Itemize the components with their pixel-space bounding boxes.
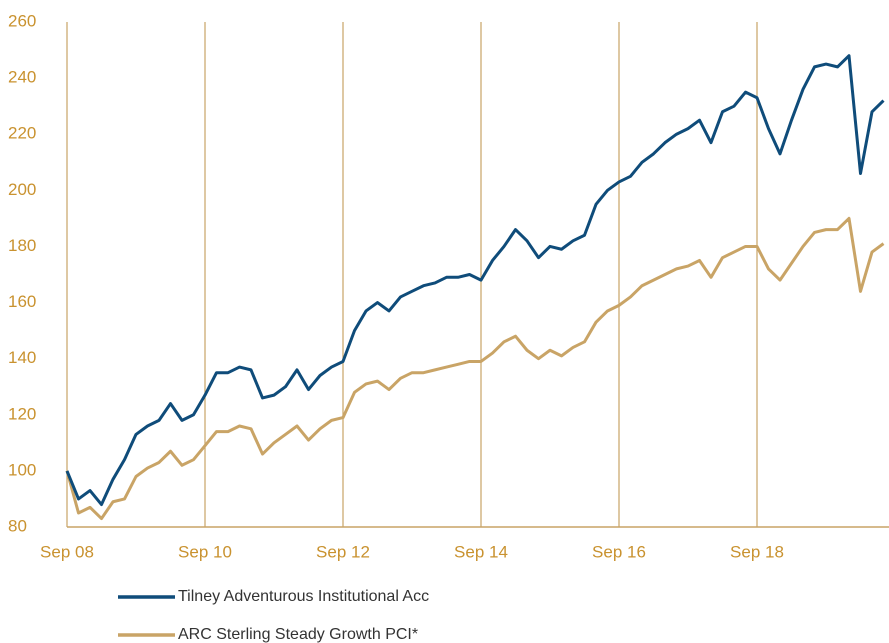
y-tick-label: 200 — [8, 180, 36, 199]
y-tick-label: 240 — [8, 68, 36, 87]
y-tick-label: 100 — [8, 460, 36, 479]
x-tick-label: Sep 18 — [730, 542, 784, 561]
x-tick-label: Sep 08 — [40, 542, 94, 561]
y-tick-label: 140 — [8, 348, 36, 367]
y-tick-label: 180 — [8, 236, 36, 255]
x-tick-label: Sep 12 — [316, 542, 370, 561]
x-tick-label: Sep 10 — [178, 542, 232, 561]
y-tick-label: 260 — [8, 11, 36, 30]
x-tick-label: Sep 16 — [592, 542, 646, 561]
x-tick-label: Sep 14 — [454, 542, 508, 561]
y-tick-label: 220 — [8, 124, 36, 143]
series-line — [65, 54, 885, 507]
legend-label: Tilney Adventurous Institutional Acc — [178, 588, 429, 605]
series-line — [65, 216, 885, 521]
legend-label: ARC Sterling Steady Growth PCI* — [178, 626, 418, 643]
y-tick-label: 120 — [8, 404, 36, 423]
y-tick-label: 80 — [8, 516, 27, 535]
y-tick-label: 160 — [8, 292, 36, 311]
